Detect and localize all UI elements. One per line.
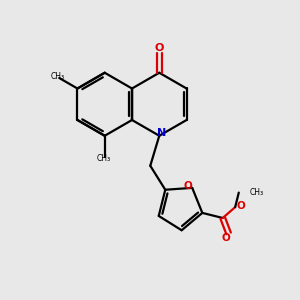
Text: O: O [183, 182, 192, 191]
Text: O: O [154, 43, 164, 53]
Text: CH₃: CH₃ [249, 188, 263, 197]
Text: O: O [237, 201, 245, 211]
Text: CH₃: CH₃ [96, 154, 110, 163]
Text: CH₃: CH₃ [51, 72, 65, 81]
Text: O: O [221, 233, 230, 243]
Text: N: N [157, 128, 166, 138]
